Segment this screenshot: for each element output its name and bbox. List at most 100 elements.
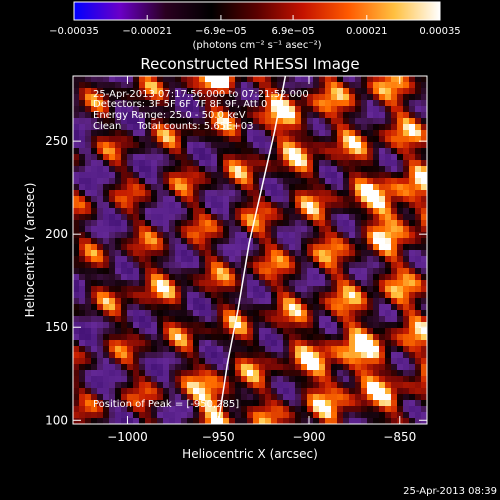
heatmap-cell	[103, 118, 110, 125]
heatmap-cell	[85, 148, 92, 155]
heatmap-cell	[259, 286, 266, 293]
heatmap-cell	[109, 346, 116, 353]
heatmap-cell	[73, 358, 80, 365]
heatmap-cell	[343, 334, 350, 341]
heatmap-cell	[151, 382, 158, 389]
heatmap-cell	[79, 214, 86, 221]
heatmap-cell	[409, 100, 416, 107]
heatmap-cell	[139, 100, 146, 107]
heatmap-cell	[187, 196, 194, 203]
heatmap-cell	[115, 142, 122, 149]
heatmap-cell	[391, 142, 398, 149]
heatmap-cell	[367, 82, 374, 89]
heatmap-cell	[127, 208, 134, 215]
heatmap-cell	[247, 280, 254, 287]
heatmap-cell	[145, 166, 152, 173]
heatmap-cell	[331, 304, 338, 311]
heatmap-cell	[253, 136, 260, 143]
heatmap-cell	[91, 106, 98, 113]
heatmap-cell	[289, 142, 296, 149]
heatmap-cell	[325, 406, 332, 413]
heatmap-cell	[109, 202, 116, 209]
heatmap-cell	[349, 214, 356, 221]
heatmap-cell	[97, 172, 104, 179]
heatmap-cell	[379, 388, 386, 395]
heatmap-cell	[265, 160, 272, 167]
heatmap-cell	[115, 106, 122, 113]
heatmap-cell	[91, 316, 98, 323]
heatmap-cell	[349, 250, 356, 257]
heatmap-cell	[97, 418, 104, 424]
heatmap-cell	[157, 358, 164, 365]
heatmap-cell	[379, 202, 386, 209]
heatmap-cell	[175, 412, 182, 419]
heatmap-cell	[301, 112, 308, 119]
heatmap-cell	[271, 340, 278, 347]
heatmap-cell	[211, 286, 218, 293]
heatmap-cell	[265, 388, 272, 395]
heatmap-cell	[409, 226, 416, 233]
heatmap-cell	[307, 118, 314, 125]
heatmap-cell	[163, 166, 170, 173]
heatmap-cell	[181, 268, 188, 275]
heatmap-cell	[271, 178, 278, 185]
heatmap-cell	[73, 82, 80, 89]
heatmap-cell	[253, 202, 260, 209]
heatmap-cell	[301, 196, 308, 203]
heatmap-cell	[169, 298, 176, 305]
heatmap-cell	[103, 412, 110, 419]
heatmap-cell	[217, 400, 224, 407]
heatmap-cell	[181, 310, 188, 317]
heatmap-cell	[79, 352, 86, 359]
heatmap-cell	[385, 94, 392, 101]
heatmap-cell	[217, 340, 224, 347]
heatmap-cell	[385, 232, 392, 239]
heatmap-cell	[211, 334, 218, 341]
heatmap-cell	[73, 112, 80, 119]
heatmap-cell	[145, 178, 152, 185]
heatmap-cell	[421, 232, 427, 239]
heatmap-cell	[325, 250, 332, 257]
heatmap-cell	[139, 280, 146, 287]
heatmap-cell	[79, 382, 86, 389]
heatmap-cell	[109, 160, 116, 167]
heatmap-cell	[331, 190, 338, 197]
heatmap-cell	[415, 388, 422, 395]
heatmap-cell	[139, 256, 146, 263]
heatmap-cell	[217, 238, 224, 245]
heatmap-cell	[373, 184, 380, 191]
heatmap-cell	[295, 316, 302, 323]
heatmap-cell	[421, 370, 427, 377]
heatmap-cell	[211, 376, 218, 383]
heatmap-cell	[235, 262, 242, 269]
heatmap-cell	[355, 244, 362, 251]
heatmap-cell	[271, 346, 278, 353]
heatmap-cell	[265, 82, 272, 89]
heatmap-cell	[217, 142, 224, 149]
heatmap-cell	[217, 262, 224, 269]
heatmap-cell	[163, 280, 170, 287]
heatmap-cell	[73, 310, 80, 317]
heatmap-cell	[181, 418, 188, 424]
heatmap-cell	[79, 346, 86, 353]
heatmap-cell	[331, 340, 338, 347]
heatmap-cell	[325, 184, 332, 191]
heatmap-cell	[121, 244, 128, 251]
heatmap-cell	[247, 202, 254, 209]
heatmap-cell	[145, 310, 152, 317]
heatmap-cell	[181, 178, 188, 185]
heatmap-cell	[157, 268, 164, 275]
heatmap-cell	[301, 238, 308, 245]
heatmap-cell	[181, 142, 188, 149]
heatmap-cell	[193, 280, 200, 287]
heatmap-cell	[205, 76, 212, 83]
heatmap-cell	[301, 394, 308, 401]
heatmap-cell	[109, 322, 116, 329]
heatmap-cell	[91, 370, 98, 377]
heatmap-cell	[385, 88, 392, 95]
colorbar-tick-label: 6.9e−05	[271, 26, 314, 37]
heatmap-cell	[403, 244, 410, 251]
heatmap-cell	[247, 178, 254, 185]
heatmap-cell	[133, 388, 140, 395]
heatmap-cell	[349, 256, 356, 263]
